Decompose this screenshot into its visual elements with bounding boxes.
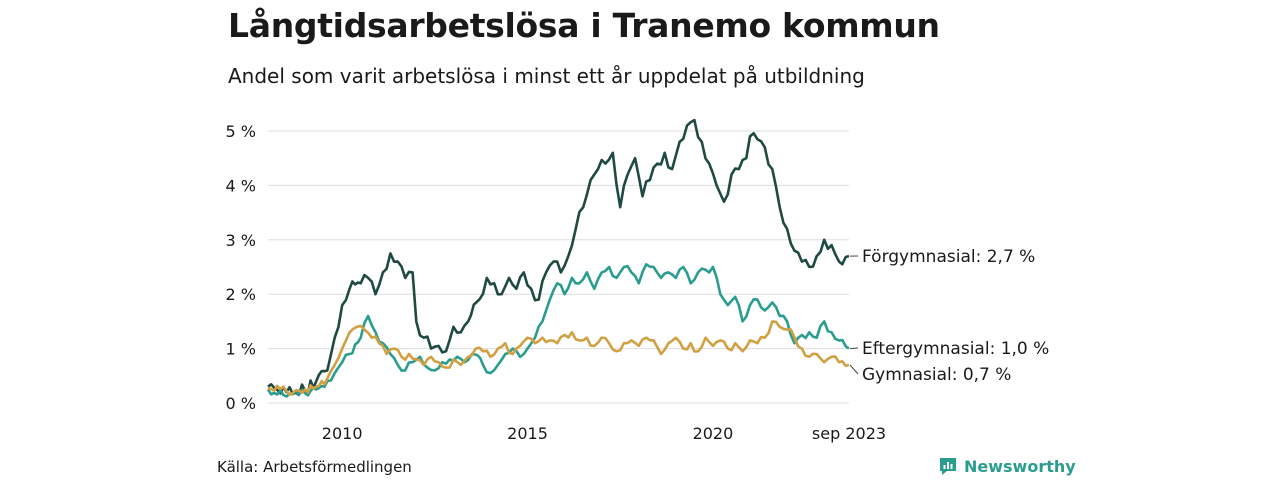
source-note: Källa: Arbetsförmedlingen [217, 458, 412, 476]
chart-subtitle: Andel som varit arbetslösa i minst ett å… [228, 64, 865, 88]
chart-title: Långtidsarbetslösa i Tranemo kommun [228, 6, 940, 45]
x-tick-label: sep 2023 [812, 424, 886, 443]
y-tick-label: 3 % [226, 231, 256, 250]
series-line-eftergymnasial [266, 263, 850, 398]
y-tick-label: 0 % [226, 394, 256, 413]
y-tick-label: 4 % [226, 176, 256, 195]
y-tick-label: 5 % [226, 122, 256, 141]
series-line-förgymnasial [267, 118, 850, 397]
series-end-labels: Förgymnasial: 2,7 % Eftergymnasial: 1,0 %… [849, 247, 1049, 385]
grid-lines [268, 130, 849, 404]
x-tick-label: 2010 [322, 424, 363, 443]
label-connector [849, 347, 859, 350]
newsworthy-logo: Newsworthy [938, 456, 1076, 476]
y-tick-label: 1 % [226, 340, 256, 359]
newsworthy-logo-icon [940, 458, 956, 475]
x-axis-ticks: 2010 2015 2020 sep 2023 [322, 424, 886, 443]
x-tick-label: 2015 [507, 424, 548, 443]
series-line-gymnasial [267, 320, 850, 396]
series-end-label-förgymnasial: Förgymnasial: 2,7 % [862, 247, 1035, 267]
x-tick-label: 2020 [693, 424, 734, 443]
label-connector [849, 364, 859, 375]
y-tick-label: 2 % [226, 285, 256, 304]
series-lines [266, 118, 850, 398]
series-end-label-gymnasial: Gymnasial: 0,7 % [862, 365, 1011, 385]
newsworthy-logo-text: Newsworthy [964, 456, 1076, 476]
y-axis-ticks: 0 % 1 % 2 % 3 % 4 % 5 % [226, 122, 256, 413]
series-end-label-eftergymnasial: Eftergymnasial: 1,0 % [862, 339, 1049, 359]
